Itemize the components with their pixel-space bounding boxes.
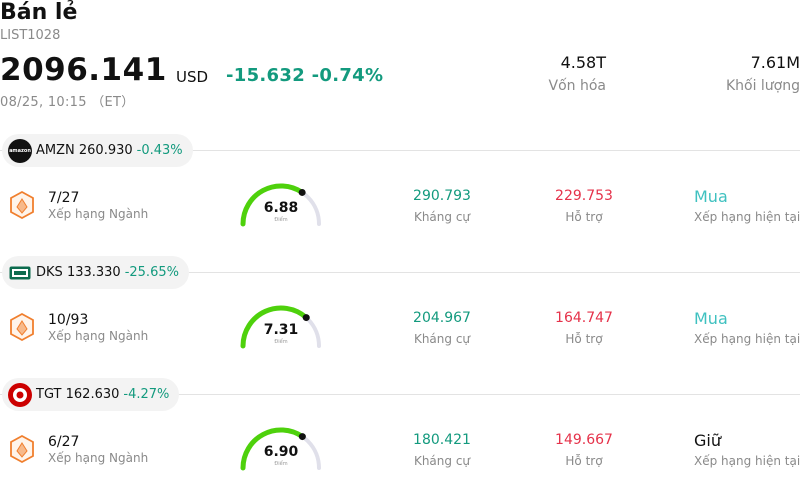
market-cap-label: Vốn hóa xyxy=(548,78,606,94)
resistance-value: 180.421 xyxy=(413,432,471,448)
industry-rank-label: Xếp hạng Ngành xyxy=(48,329,149,343)
industry-rank: 6/27 xyxy=(48,434,80,450)
market-cap-value: 4.58T xyxy=(560,53,606,72)
rating-value: Mua xyxy=(694,309,728,328)
support-value: 229.753 xyxy=(555,188,613,204)
score-gauge-marker xyxy=(302,314,310,322)
index-code: LIST1028 xyxy=(0,28,61,43)
stock-chip[interactable]: DKS 133.330 -25.65% xyxy=(2,256,189,289)
divider xyxy=(0,272,800,273)
resistance-label: Kháng cự xyxy=(413,210,471,224)
stock-price: 133.330 xyxy=(66,265,121,280)
support-label: Hỗ trợ xyxy=(565,454,603,468)
divider xyxy=(0,150,800,151)
support-value: 164.747 xyxy=(555,310,613,326)
stock-row[interactable]: amazon AMZN 260.930 -0.43% 7/27 Xếp hạng… xyxy=(0,134,800,256)
industry-rank-hexagon-icon xyxy=(10,312,34,342)
quote-time: 08/25, 10:15 （ET） xyxy=(0,95,135,110)
stock-ticker: DKS xyxy=(36,265,63,280)
industry-rank-hexagon-icon xyxy=(10,190,34,220)
score-gauge-fill xyxy=(240,427,305,471)
amazon-logo-icon: amazon xyxy=(8,138,32,163)
score-value: 7.31 xyxy=(263,322,299,338)
support-label: Hỗ trợ xyxy=(565,210,603,224)
target-logo-icon xyxy=(8,382,32,407)
industry-rank-label: Xếp hạng Ngành xyxy=(48,451,149,465)
stock-chip[interactable]: TGT 162.630 -4.27% xyxy=(2,378,180,411)
stock-ticker: TGT xyxy=(36,387,62,402)
score-gauge-fill xyxy=(240,305,309,349)
dicks-logo-icon xyxy=(8,261,32,285)
score-value: 6.90 xyxy=(263,444,299,460)
score-gauge-marker xyxy=(298,433,306,441)
volume-value: 7.61M xyxy=(750,53,800,72)
stock-change: -0.43% xyxy=(136,143,183,158)
index-price: 2096.141 xyxy=(0,52,167,88)
stock-chip[interactable]: amazon AMZN 260.930 -0.43% xyxy=(2,134,193,167)
rating-label: Xếp hạng hiện tại xyxy=(694,332,800,346)
support-label: Hỗ trợ xyxy=(565,332,603,346)
page-title: Bán lẻ xyxy=(0,0,78,25)
resistance-label: Kháng cự xyxy=(413,332,471,346)
stock-ticker: AMZN xyxy=(36,143,75,158)
rating-value: Mua xyxy=(694,187,728,206)
score-gauge xyxy=(240,305,321,349)
divider xyxy=(0,394,800,395)
score-gauge-marker xyxy=(298,188,306,196)
industry-rank: 7/27 xyxy=(48,190,80,206)
price-change: -15.632 -0.74% xyxy=(226,65,384,86)
stock-row[interactable]: TGT 162.630 -4.27% 6/27 Xếp hạng Ngành 6… xyxy=(0,378,800,488)
score-label: Điểm xyxy=(274,461,288,467)
stock-change: -25.65% xyxy=(124,265,179,280)
stock-change: -4.27% xyxy=(123,387,170,402)
rating-label: Xếp hạng hiện tại xyxy=(694,454,800,468)
score-label: Điểm xyxy=(274,217,288,223)
price-currency: USD xyxy=(176,68,209,86)
rating-value: Giữ xyxy=(694,431,721,450)
industry-rank-hexagon-icon xyxy=(10,434,34,464)
support-value: 149.667 xyxy=(555,432,613,448)
volume-stat: 7.61M Khối lượng xyxy=(726,53,800,94)
resistance-label: Kháng cự xyxy=(413,454,471,468)
stock-price: 162.630 xyxy=(65,387,120,402)
volume-label: Khối lượng xyxy=(725,78,800,94)
stock-row[interactable]: DKS 133.330 -25.65% 10/93 Xếp hạng Ngành… xyxy=(0,256,800,378)
score-gauge xyxy=(240,427,321,471)
score-gauge xyxy=(240,183,321,227)
market-cap-stat: 4.58T Vốn hóa xyxy=(549,53,606,94)
rating-label: Xếp hạng hiện tại xyxy=(694,210,800,224)
industry-rank-label: Xếp hạng Ngành xyxy=(48,207,149,221)
resistance-value: 204.967 xyxy=(413,310,471,326)
industry-rank: 10/93 xyxy=(48,312,89,328)
resistance-value: 290.793 xyxy=(413,188,471,204)
score-gauge-fill xyxy=(240,183,305,227)
score-value: 6.88 xyxy=(263,200,299,216)
score-label: Điểm xyxy=(274,339,288,345)
stock-price: 260.930 xyxy=(78,143,133,158)
